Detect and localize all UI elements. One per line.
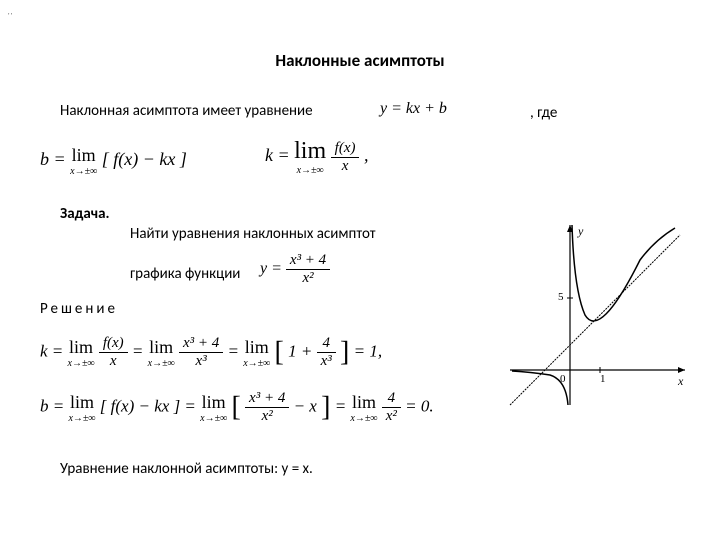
frac-2: x³ + 4 x³ (179, 335, 223, 370)
result: = 0. (405, 396, 433, 415)
frac-num: x³ + 4 (286, 252, 330, 270)
frac-num: x³ + 4 (245, 390, 289, 408)
limit-symbol: lim x→±∞ (148, 337, 175, 369)
limit-symbol: lim x→±∞ (350, 392, 377, 424)
limit-symbol: lim x→±∞ (70, 145, 97, 177)
lim-sub: x→±∞ (68, 413, 95, 424)
one-plus: 1 + (288, 341, 312, 360)
task-label: Задача. (60, 205, 110, 223)
k-prefix: k = (40, 341, 63, 360)
function-graph: x y 1 5 0 (500, 220, 690, 410)
frac-num: f(x) (331, 140, 360, 158)
frac-den: x³ (179, 353, 223, 370)
b-body: [ f(x) − kx ] (102, 149, 187, 169)
lim-sub: x→±∞ (68, 358, 95, 369)
lim-sub: x→±∞ (70, 166, 97, 177)
k-prefix: k = (265, 145, 290, 165)
limit-symbol: lim x→±∞ (294, 138, 326, 176)
solution-label: Решение (40, 300, 118, 318)
lim-sub: x→±∞ (243, 358, 270, 369)
lim-sub: x→±∞ (200, 413, 227, 424)
body1: [ f(x) − kx ] = (100, 396, 196, 415)
conclusion-text: Уравнение наклонной асимптоты: y = x. (60, 460, 313, 478)
frac-2: x³ + 4 x² (245, 390, 289, 425)
lim-text: lim (68, 337, 95, 358)
stray-marks: , , (8, 8, 12, 16)
k-fraction: f(x) x (331, 140, 360, 175)
tick-x-1: 1 (600, 373, 606, 385)
limit-symbol: lim x→±∞ (243, 337, 270, 369)
frac-3: 4 x³ (317, 335, 336, 370)
k-suffix: , (364, 145, 369, 165)
solution-b-line: b = lim x→±∞ [ f(x) − kx ] = lim x→±∞ [ … (40, 390, 434, 425)
bracket-close: ] (340, 337, 349, 368)
asymptote-equation: y = kx + b (380, 100, 447, 118)
frac-num: f(x) (99, 335, 128, 353)
frac-num: 4 (317, 335, 336, 353)
b-prefix: b = (40, 396, 64, 415)
limit-symbol: lim x→±∞ (68, 337, 95, 369)
formula-k: k = lim x→±∞ f(x) x , (265, 138, 368, 176)
origin-label: 0 (560, 373, 566, 385)
lim-text: lim (200, 392, 227, 413)
frac-1: f(x) x (99, 335, 128, 370)
task-text-2: графика функции (130, 265, 240, 283)
lim-sub: x→±∞ (148, 358, 175, 369)
eq-prefix: y = (260, 260, 282, 277)
bracket-open: [ (231, 392, 240, 423)
solution-k-line: k = lim x→±∞ f(x) x = lim x→±∞ x³ + 4 x³… (40, 335, 382, 370)
frac-den: x (331, 158, 360, 175)
page-title: Наклонные асимптоты (0, 50, 720, 71)
eq: = (335, 396, 346, 415)
frac-num: x³ + 4 (179, 335, 223, 353)
frac-den: x² (245, 408, 289, 425)
task-fraction: x³ + 4 x² (286, 252, 330, 287)
frac-den: x³ (317, 353, 336, 370)
lim-sub: x→±∞ (294, 165, 326, 176)
frac-den: x (99, 353, 128, 370)
result: = 1, (354, 341, 382, 360)
intro-text: Наклонная асимптота имеет уравнение (60, 102, 313, 120)
b-prefix: b = (40, 149, 66, 169)
frac-den: x² (286, 270, 330, 287)
frac-den: x² (382, 408, 401, 425)
lim-text: lim (70, 145, 97, 166)
task-function: y = x³ + 4 x² (260, 252, 330, 287)
frac-num: 4 (382, 390, 401, 408)
y-axis-label: y (577, 224, 584, 238)
lim-text: lim (350, 392, 377, 413)
bracket-open: [ (275, 337, 284, 368)
eq: = (228, 341, 239, 360)
lim-text: lim (68, 392, 95, 413)
lim-sub: x→±∞ (350, 413, 377, 424)
limit-symbol: lim x→±∞ (68, 392, 95, 424)
limit-symbol: lim x→±∞ (200, 392, 227, 424)
where-text: , где (530, 104, 557, 122)
tick-y-5: 5 (558, 291, 564, 303)
x-axis-label: x (677, 374, 684, 388)
frac-3: 4 x² (382, 390, 401, 425)
bracket-close: ] (321, 392, 330, 423)
eq: = (132, 341, 143, 360)
minus-x: − x (294, 396, 317, 415)
lim-text: lim (294, 138, 326, 165)
lim-text: lim (148, 337, 175, 358)
formula-b: b = lim x→±∞ [ f(x) − kx ] (40, 145, 187, 177)
lim-text: lim (243, 337, 270, 358)
task-text-1: Найти уравнения наклонных асимптот (130, 225, 376, 243)
